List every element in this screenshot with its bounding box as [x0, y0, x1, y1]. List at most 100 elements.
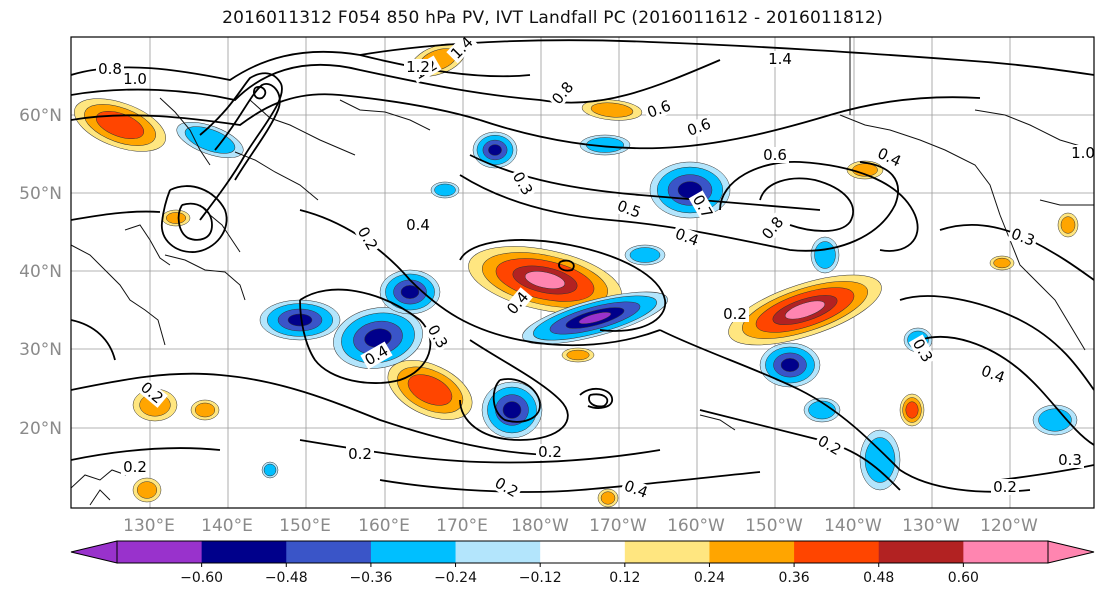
positive-ivt-pc-area: [1060, 216, 1076, 234]
contour-label: 0.2: [538, 443, 562, 461]
contour-label-background: [766, 51, 794, 67]
contour-label-background: [671, 224, 703, 250]
negative-ivt-pc-area: [502, 401, 522, 419]
contour-label-background: [404, 217, 432, 233]
pv-contour-labels: 0.81.01.21.41.21.40.80.60.60.60.40.50.40…: [96, 37, 1094, 502]
colorbar-segment: [117, 541, 203, 563]
contour-label-group: 0.2: [346, 445, 374, 463]
colorbar-tick-label: −0.24: [434, 570, 477, 586]
lon-label: 150°E: [279, 516, 331, 536]
lat-label: 60°N: [19, 106, 62, 126]
contour-label-group: 0.2: [536, 443, 564, 461]
coastline: [339, 99, 431, 131]
contour-label-background: [121, 459, 149, 475]
contour-label-group: 1.0: [1069, 144, 1094, 162]
contour-label-background: [683, 114, 715, 140]
contour-label-background: [353, 222, 382, 255]
contour-label-background: [423, 320, 452, 353]
pv-contour-line: [71, 59, 721, 104]
pv-contour-line: [999, 464, 1094, 481]
colorbar-segment: [878, 541, 964, 563]
lat-label: 30°N: [19, 340, 62, 360]
colorbar-segment: [709, 541, 795, 563]
positive-ivt-pc-area: [590, 102, 634, 118]
colorbar-segment: [963, 541, 1049, 563]
pv-contour-line: [299, 288, 432, 384]
colorbar-segment: [794, 541, 880, 563]
positive-ivt-pc-area: [524, 271, 566, 289]
contour-label-group: 0.2: [721, 305, 749, 323]
pv-contour-line: [459, 161, 899, 252]
negative-ivt-pc-area: [578, 312, 612, 324]
lon-label: 130°E: [123, 516, 175, 536]
pv-contour-line: [759, 177, 854, 232]
contour-label-group: 1.0: [121, 70, 149, 88]
coastline: [839, 114, 1001, 216]
negative-ivt-pc-area: [434, 183, 456, 197]
positive-ivt-pc-area: [905, 401, 919, 419]
pv-contour-line: [479, 96, 981, 150]
colorbar-frame: [116, 540, 1049, 564]
colorbar-tick-label: −0.48: [265, 570, 308, 586]
contour-label: 0.2: [723, 305, 747, 323]
colorbar-tick-label: −0.36: [349, 570, 392, 586]
contour-label: 0.2: [348, 445, 372, 463]
contour-label-background: [643, 96, 675, 122]
colorbar-extend-min: [70, 540, 118, 564]
contour-label-background: [404, 59, 432, 75]
contour-label-background: [721, 306, 749, 322]
contour-label-background: [1007, 224, 1039, 250]
pv-contour-line: [71, 447, 221, 461]
contour-label-group: 0.2: [121, 458, 149, 476]
contour-label-group: 0.3: [1056, 451, 1084, 469]
pv-contour-line: [199, 72, 283, 221]
lon-label: 160°E: [358, 516, 410, 536]
contour-label-group: 0.8: [96, 60, 124, 78]
contour-label-group: 0.6: [761, 146, 789, 164]
longitude-axis: 130°E 140°E 150°E 160°E 170°E 180°W 170°W 160°W…: [123, 516, 1038, 536]
pv-contour-line: [214, 83, 281, 181]
contour-label: 0.3: [1058, 451, 1082, 469]
positive-ivt-pc-area: [993, 257, 1011, 269]
coastline: [1039, 199, 1094, 206]
contour-label: 0.2: [123, 458, 147, 476]
contour-label-group: 1.2: [404, 58, 432, 76]
coastlines: [71, 37, 1094, 506]
lon-label: 160°W: [667, 516, 725, 536]
coastline: [71, 244, 166, 346]
colorbar-tick-label: 0.36: [779, 570, 810, 586]
coastline: [699, 414, 736, 431]
contour-label: 0.4: [406, 216, 430, 234]
contour-label-background: [613, 196, 645, 222]
positive-ivt-pc-area: [566, 349, 590, 361]
colorbar-tick-label: 0.60: [948, 570, 979, 586]
colorbar-tick-label: 0.24: [694, 570, 725, 586]
contour-label-background: [977, 361, 1009, 387]
map-title: 2016011312 F054 850 hPa PV, IVT Landfall…: [222, 8, 883, 28]
contour-label: 1.2: [406, 58, 430, 76]
colorbar-segment: [624, 541, 710, 563]
pv-contour-line: [177, 202, 213, 241]
contour-label-background: [813, 431, 846, 460]
negative-ivt-pc-area: [287, 313, 313, 327]
lon-label: 140°W: [824, 516, 882, 536]
contour-label-group: 0.4: [404, 216, 432, 234]
colorbar-extend-max: [1047, 540, 1095, 564]
pv-contour-line: [71, 210, 161, 221]
colorbar-tick-label: −0.60: [180, 570, 223, 586]
contour-label-background: [620, 476, 652, 502]
negative-ivt-pc-area: [488, 144, 502, 156]
contour-label-background: [360, 341, 393, 370]
pv-contour-line: [492, 378, 541, 423]
coastline: [164, 254, 246, 301]
contour-label-background: [136, 377, 168, 408]
coastline: [234, 151, 319, 201]
contour-label-group: 0.2: [136, 377, 168, 408]
pv-contour-line: [459, 239, 666, 332]
negative-ivt-pc-area: [814, 241, 836, 269]
pv-contour-line: [71, 372, 561, 456]
contour-label-background: [346, 446, 374, 462]
contour-label-background: [490, 473, 523, 502]
lon-label: 140°E: [201, 516, 253, 536]
